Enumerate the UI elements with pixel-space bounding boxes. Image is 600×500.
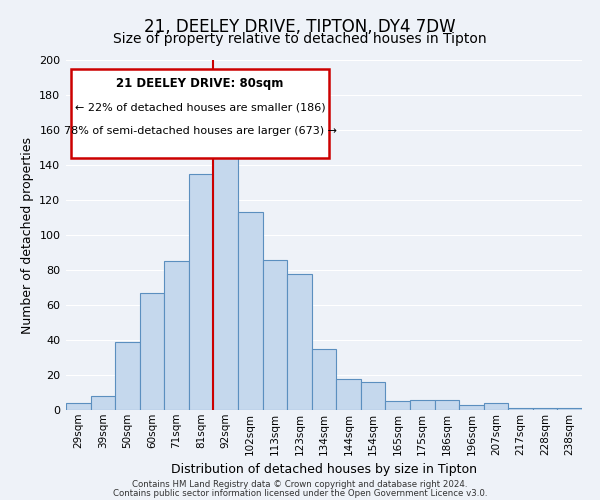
Bar (287, 274, 312, 410)
Bar (385, 401, 410, 410)
Bar (434, 400, 459, 410)
X-axis label: Distribution of detached houses by size in Tipton: Distribution of detached houses by size … (171, 463, 477, 476)
Bar (533, 408, 557, 410)
Bar (557, 408, 582, 410)
Text: 21 DEELEY DRIVE: 80sqm: 21 DEELEY DRIVE: 80sqm (116, 78, 284, 90)
Bar (214, 130, 238, 410)
Text: Contains public sector information licensed under the Open Government Licence v3: Contains public sector information licen… (113, 489, 487, 498)
Text: 21, DEELEY DRIVE, TIPTON, DY4 7DW: 21, DEELEY DRIVE, TIPTON, DY4 7DW (144, 18, 456, 36)
Text: 78% of semi-detached houses are larger (673) →: 78% of semi-detached houses are larger (… (64, 126, 337, 136)
Bar (91, 396, 115, 410)
Bar (508, 408, 533, 410)
Bar (238, 212, 263, 410)
Bar (66, 403, 91, 410)
Bar (189, 174, 214, 410)
Bar (459, 404, 484, 410)
Bar (484, 403, 508, 410)
Bar (312, 349, 336, 410)
FancyBboxPatch shape (71, 68, 329, 158)
Bar (336, 378, 361, 410)
Text: ← 22% of detached houses are smaller (186): ← 22% of detached houses are smaller (18… (75, 102, 325, 112)
Y-axis label: Number of detached properties: Number of detached properties (21, 136, 34, 334)
Bar (115, 342, 140, 410)
Bar (263, 260, 287, 410)
Bar (410, 400, 434, 410)
Bar (140, 292, 164, 410)
Bar (164, 261, 189, 410)
Bar (361, 382, 385, 410)
Text: Size of property relative to detached houses in Tipton: Size of property relative to detached ho… (113, 32, 487, 46)
Text: Contains HM Land Registry data © Crown copyright and database right 2024.: Contains HM Land Registry data © Crown c… (132, 480, 468, 489)
